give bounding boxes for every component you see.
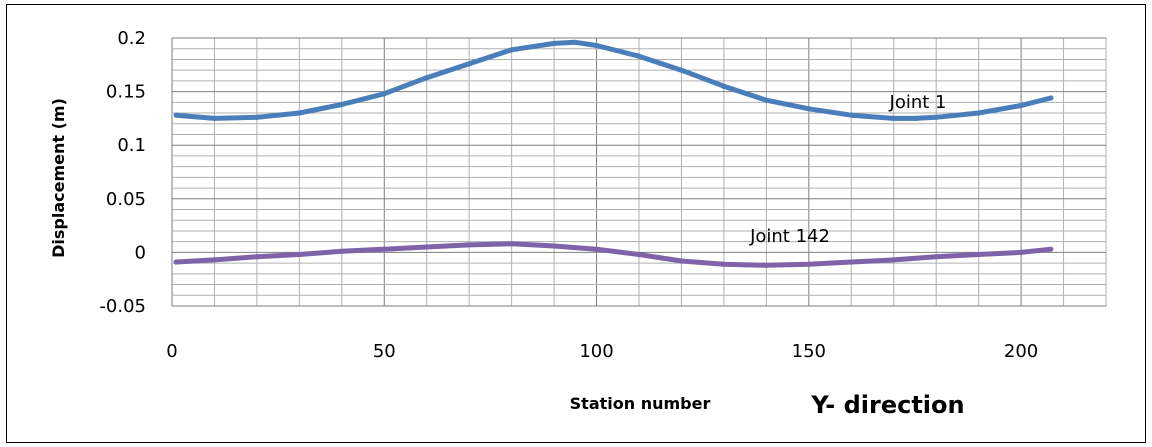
data-point [806, 261, 812, 267]
data-point [424, 244, 430, 250]
data-point [593, 246, 600, 252]
x-tick-label: 0 [166, 341, 177, 362]
data-point [466, 61, 472, 67]
y-tick-label: 0.05 [106, 189, 146, 210]
y-axis-label: Displacement (m) [49, 98, 68, 258]
data-point [296, 251, 302, 258]
data-point [891, 115, 897, 121]
series-line-1 [173, 39, 1054, 121]
x-tick-label: 100 [579, 341, 613, 362]
data-point [721, 261, 727, 267]
y-tick-label: 0 [135, 242, 146, 263]
data-point [211, 257, 218, 263]
series-label-2: Joint 142 [749, 226, 830, 247]
data-point [339, 248, 345, 254]
series-label-1: Joint 1 [889, 92, 947, 113]
data-point [678, 67, 685, 73]
data-point [976, 251, 982, 258]
data-point [763, 262, 769, 268]
grid-lines [171, 37, 1107, 307]
data-point [551, 40, 557, 46]
data-point [381, 91, 387, 97]
data-point [254, 114, 260, 120]
data-point [1018, 102, 1024, 109]
data-point [572, 39, 578, 45]
series-group: Joint 1 Joint 142 [173, 39, 1054, 268]
x-tick-label: 200 [1004, 341, 1038, 362]
data-point [424, 75, 430, 81]
y-tick-label: -0.05 [99, 296, 146, 317]
data-point [912, 115, 918, 121]
data-point [509, 47, 515, 53]
x-tick-label: 150 [792, 341, 826, 362]
y-tick-label: 0.2 [117, 28, 146, 49]
data-point [1048, 246, 1054, 252]
y-axis-ticks: -0.05 0 0.05 0.1 0.15 0.2 [99, 28, 146, 317]
data-point [891, 257, 897, 263]
data-point [593, 42, 600, 49]
data-point [721, 83, 727, 89]
data-point [466, 242, 472, 248]
series-line-2 [173, 241, 1054, 268]
data-point [296, 110, 302, 116]
data-point [848, 259, 854, 265]
data-point [678, 258, 685, 264]
data-point [806, 106, 812, 112]
data-point [1048, 95, 1054, 101]
data-point [1018, 249, 1024, 255]
y-tick-label: 0.15 [106, 82, 146, 103]
data-point [254, 254, 260, 260]
data-point [976, 110, 982, 116]
data-point [381, 246, 387, 252]
data-point [509, 241, 515, 247]
chart-caption: Y- direction [810, 391, 964, 419]
chart-frame [6, 4, 1146, 443]
data-point [173, 112, 179, 118]
data-point [636, 251, 642, 258]
data-point [339, 101, 345, 108]
data-point [848, 112, 854, 118]
data-point [933, 114, 939, 120]
data-point [933, 254, 939, 260]
x-axis-label: Station number [570, 394, 711, 413]
data-point [551, 243, 557, 249]
data-point [173, 259, 179, 265]
data-point [636, 53, 642, 59]
x-tick-label: 50 [373, 341, 396, 362]
data-point [763, 97, 769, 103]
data-point [211, 115, 218, 121]
x-axis-ticks: 0 50 100 150 200 [166, 341, 1038, 362]
y-tick-label: 0.1 [117, 135, 146, 156]
